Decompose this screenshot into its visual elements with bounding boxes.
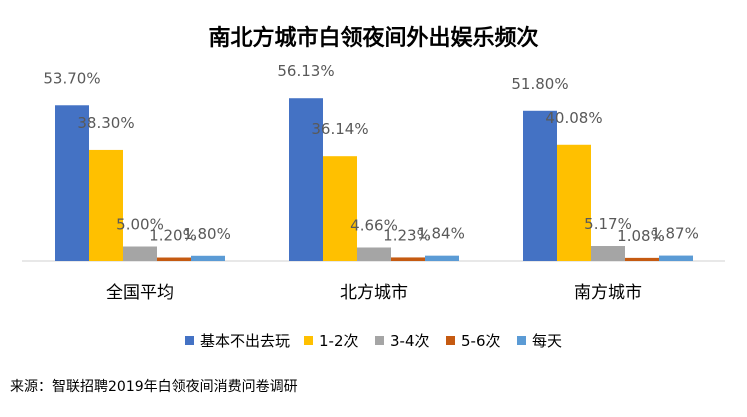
data-label-5-2: 1.84%	[417, 225, 465, 243]
data-label-2-2: 36.14%	[311, 120, 368, 138]
bar-4-1	[157, 257, 191, 261]
legend-swatch-5	[517, 336, 526, 345]
bar-5-1	[191, 255, 225, 261]
bar-1-2	[289, 98, 323, 262]
data-label-4-3: 1.08%	[617, 227, 665, 245]
legend-label-3: 3-4次	[390, 332, 430, 350]
legend-label-5: 每天	[532, 332, 562, 350]
source-note: 来源：智联招聘2019年白领夜间消费问卷调研	[10, 379, 298, 395]
data-label-1-3: 51.80%	[511, 75, 568, 93]
bar-5-2	[425, 255, 459, 261]
data-label-2-3: 40.08%	[545, 109, 602, 127]
bar-2-3	[557, 144, 591, 261]
data-label-3-1: 5.00%	[116, 216, 164, 234]
category-label-1: 全国平均	[106, 283, 174, 303]
chart-title: 南北方城市白领夜间外出娱乐频次	[208, 26, 539, 51]
bar-1-1	[55, 105, 89, 262]
data-label-1-1: 53.70%	[43, 69, 100, 87]
data-label-4-1: 1.20%	[149, 227, 197, 245]
legend-label-2: 1-2次	[319, 332, 359, 350]
legend-label-4: 5-6次	[461, 332, 501, 350]
legend-label-1: 基本不出去玩	[200, 332, 290, 350]
bar-4-3	[625, 257, 659, 261]
bar-4-2	[391, 257, 425, 261]
legend-swatch-4	[446, 336, 455, 345]
bar-3-3	[591, 246, 625, 261]
bar-1-3	[523, 110, 557, 261]
legend-swatch-2	[304, 336, 313, 345]
category-label-3: 南方城市	[574, 283, 642, 303]
data-label-1-2: 56.13%	[277, 62, 334, 80]
bar-3-2	[357, 247, 391, 261]
data-label-2-1: 38.30%	[77, 114, 134, 132]
data-label-4-2: 1.23%	[383, 226, 431, 244]
bar-3-1	[123, 246, 157, 261]
category-label-2: 北方城市	[340, 283, 408, 303]
legend-swatch-3	[375, 336, 384, 345]
data-label-3-3: 5.17%	[584, 215, 632, 233]
data-label-3-2: 4.66%	[350, 216, 398, 234]
legend-swatch-1	[185, 336, 194, 345]
data-label-5-1: 1.80%	[183, 225, 231, 243]
bar-2-2	[323, 156, 357, 261]
bar-2-1	[89, 149, 123, 261]
data-label-5-3: 1.87%	[651, 225, 699, 243]
bar-5-3	[659, 255, 693, 261]
